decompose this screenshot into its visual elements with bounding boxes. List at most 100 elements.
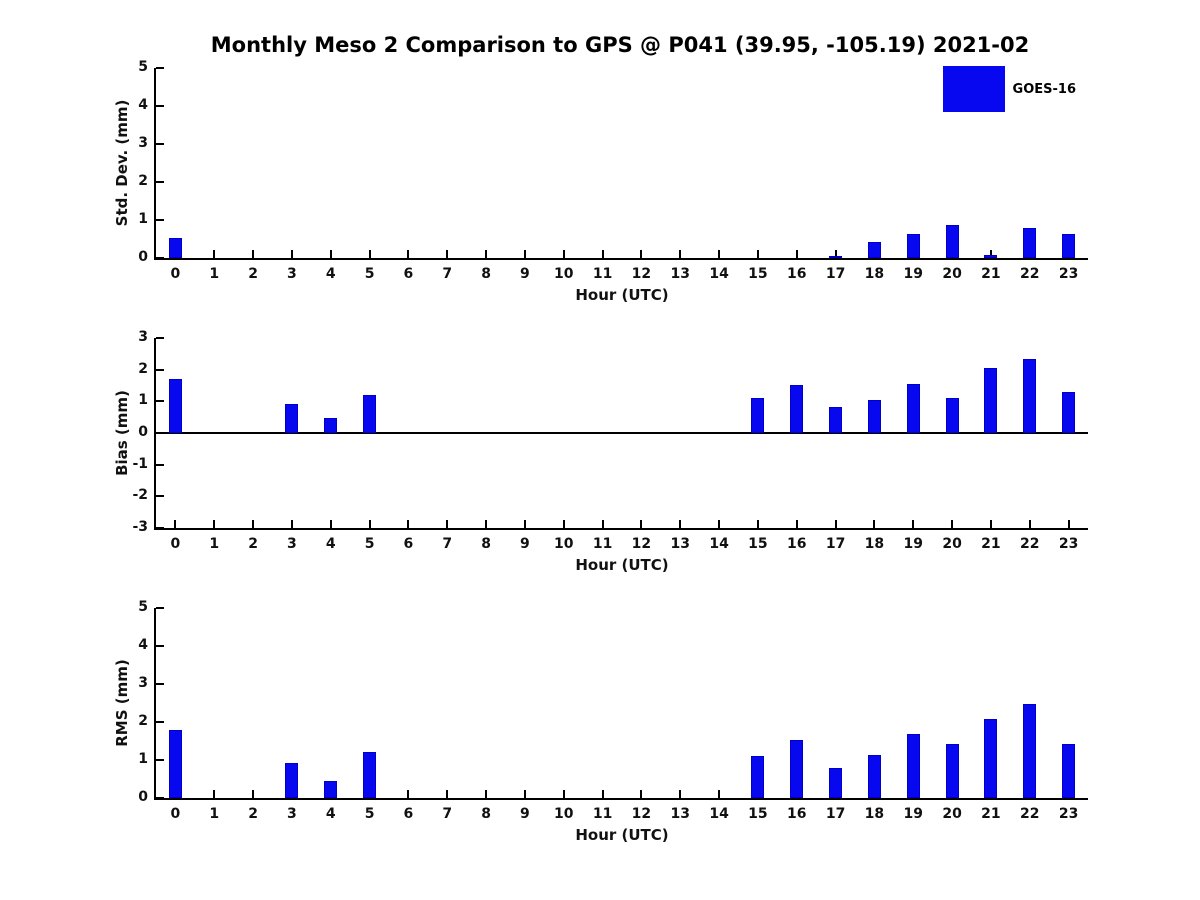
y-tick [156, 67, 164, 69]
x-tick-label: 10 [554, 266, 574, 282]
x-tick [174, 520, 177, 528]
x-tick [834, 520, 837, 528]
bar-hour-0 [168, 730, 182, 798]
y-tick-label: 0 [138, 249, 148, 265]
y-tick [156, 797, 164, 799]
y-tick-label: -2 [132, 487, 148, 504]
x-tick [834, 250, 837, 258]
x-tick-label: 0 [170, 536, 181, 552]
bar-hour-3 [285, 763, 299, 798]
x-tick-label: 17 [825, 266, 846, 282]
y-axis-label: Std. Dev. (mm) [113, 99, 131, 227]
x-tick-label: 22 [1020, 536, 1040, 552]
x-tick [252, 790, 255, 798]
x-tick [640, 250, 643, 258]
x-tick [213, 520, 216, 528]
bar-hour-20 [945, 744, 959, 798]
x-tick-label: 4 [325, 806, 336, 822]
x-tick [562, 520, 565, 528]
bar-hour-21 [984, 719, 998, 798]
bar-hour-18 [867, 755, 881, 798]
bar-hour-17 [829, 256, 843, 259]
x-tick [329, 520, 332, 528]
y-tick [156, 759, 164, 761]
bar-hour-5 [363, 395, 377, 433]
x-tick-label: 22 [1020, 806, 1040, 822]
x-tick-label: 18 [864, 266, 885, 282]
x-tick [290, 250, 293, 258]
x-tick [446, 250, 449, 258]
y-tick [156, 368, 164, 371]
x-tick-label: 0 [170, 266, 181, 282]
y-tick [156, 105, 164, 107]
x-tick-label: 22 [1020, 266, 1040, 282]
bar-hour-20 [945, 224, 959, 258]
y-tick-label: 3 [138, 675, 148, 691]
x-tick-label: 1 [209, 536, 220, 552]
x-tick [562, 790, 565, 798]
y-tick-label: 3 [138, 135, 148, 151]
bar-hour-4 [324, 417, 338, 433]
x-tick [912, 520, 915, 528]
x-tick-label: 6 [403, 806, 414, 822]
x-tick [679, 250, 682, 258]
zero-line [156, 432, 1088, 434]
x-tick [1028, 520, 1031, 528]
x-tick [562, 250, 565, 258]
x-tick-label: 0 [170, 806, 181, 822]
bar-hour-3 [285, 403, 299, 433]
x-tick-label: 7 [442, 806, 453, 822]
x-tick-label: 19 [903, 266, 923, 282]
y-tick [156, 645, 164, 647]
x-tick [756, 250, 759, 258]
x-tick-label: 11 [592, 266, 613, 282]
x-tick [329, 250, 332, 258]
x-tick-label: 23 [1058, 266, 1079, 282]
x-tick-label: 20 [942, 266, 962, 282]
subplot-rms: RMS (mm) Hour (UTC) 0 1 2 3 4 5 0 1 2 3 4 5 6 7 8 9 10 11… [113, 599, 1088, 844]
x-tick-label: 13 [670, 806, 690, 822]
bar-hour-19 [906, 234, 920, 258]
x-tick [795, 250, 798, 258]
page-title: Monthly Meso 2 Comparison to GPS @ P041 … [210, 33, 1030, 57]
y-tick-label: 4 [138, 637, 148, 653]
y-tick-label: 1 [138, 751, 148, 767]
x-tick-label: 17 [825, 806, 846, 822]
bar-hour-15 [751, 397, 765, 433]
y-tick [156, 219, 164, 221]
y-tick-label: 1 [138, 392, 148, 409]
x-tick-label: 7 [442, 536, 453, 552]
bar-hour-22 [1023, 358, 1037, 433]
x-tick-label: 14 [709, 806, 729, 822]
x-tick [368, 250, 371, 258]
bar-hour-20 [945, 397, 959, 433]
x-tick [679, 790, 682, 798]
x-tick [252, 250, 255, 258]
y-tick [156, 721, 164, 723]
x-tick-label: 3 [287, 536, 297, 552]
x-tick-label: 6 [403, 266, 414, 282]
bar-hour-17 [829, 767, 843, 798]
x-tick-label: 13 [670, 536, 690, 552]
x-tick-label: 15 [748, 536, 768, 552]
x-tick-label: 2 [248, 536, 258, 552]
bar-hour-21 [984, 254, 998, 258]
x-tick [290, 520, 293, 528]
y-tick [156, 337, 164, 339]
bar-hour-23 [1062, 743, 1076, 798]
y-tick [156, 495, 164, 498]
x-tick-label: 12 [631, 806, 652, 822]
bar-hour-18 [867, 242, 881, 258]
x-tick-label: 19 [903, 806, 923, 822]
x-tick-label: 11 [592, 536, 613, 552]
x-tick [368, 520, 371, 528]
x-tick-label: 2 [248, 266, 258, 282]
x-tick-label: 13 [670, 266, 690, 282]
x-tick [718, 250, 721, 258]
x-tick-label: 12 [631, 536, 652, 552]
x-tick-label: 1 [209, 266, 220, 282]
x-tick-label: 10 [554, 806, 574, 822]
x-tick [718, 520, 721, 528]
bar-hour-22 [1023, 703, 1037, 798]
